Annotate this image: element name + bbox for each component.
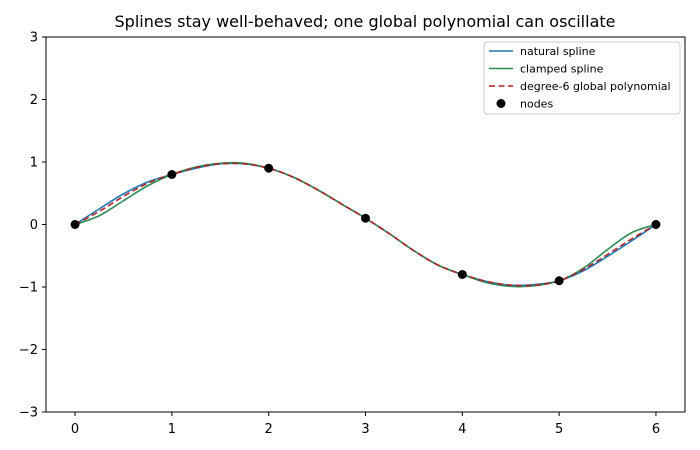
y-tick-label: 3 <box>30 31 38 46</box>
x-axis: 0 1 2 3 4 5 6 <box>71 412 660 437</box>
y-tick-label: −1 <box>19 281 38 296</box>
node-point <box>554 276 564 286</box>
legend: natural spline clamped spline degree-6 glo… <box>483 41 681 115</box>
chart-title: Splines stay well-behaved; one global po… <box>115 12 616 31</box>
node-point <box>70 220 80 229</box>
legend-label: nodes <box>520 98 553 111</box>
x-tick-label: 1 <box>168 422 176 437</box>
legend-label: natural spline <box>520 45 596 58</box>
node-point <box>264 163 274 173</box>
y-tick-label: 0 <box>30 218 38 233</box>
node-point <box>361 213 370 223</box>
x-tick-label: 6 <box>652 422 660 437</box>
node-point <box>457 270 467 279</box>
x-tick-label: 4 <box>458 422 466 437</box>
y-tick-label: −3 <box>19 406 38 421</box>
legend-box <box>483 41 681 115</box>
y-tick-label: 2 <box>30 93 38 108</box>
legend-label: clamped spline <box>520 63 604 76</box>
x-tick-label: 5 <box>555 422 563 437</box>
y-axis: −3 −2 −1 0 1 2 3 <box>19 31 46 421</box>
x-tick-label: 3 <box>361 422 369 437</box>
legend-label: degree-6 global polynomial <box>520 80 671 93</box>
x-tick-label: 2 <box>265 422 273 437</box>
nodes-layer <box>70 163 661 286</box>
x-tick-label: 0 <box>71 422 79 437</box>
node-point <box>167 170 177 179</box>
legend-swatch-nodes <box>496 99 506 108</box>
y-tick-label: 1 <box>30 156 38 171</box>
y-tick-label: −2 <box>19 343 38 358</box>
node-point <box>651 220 661 229</box>
